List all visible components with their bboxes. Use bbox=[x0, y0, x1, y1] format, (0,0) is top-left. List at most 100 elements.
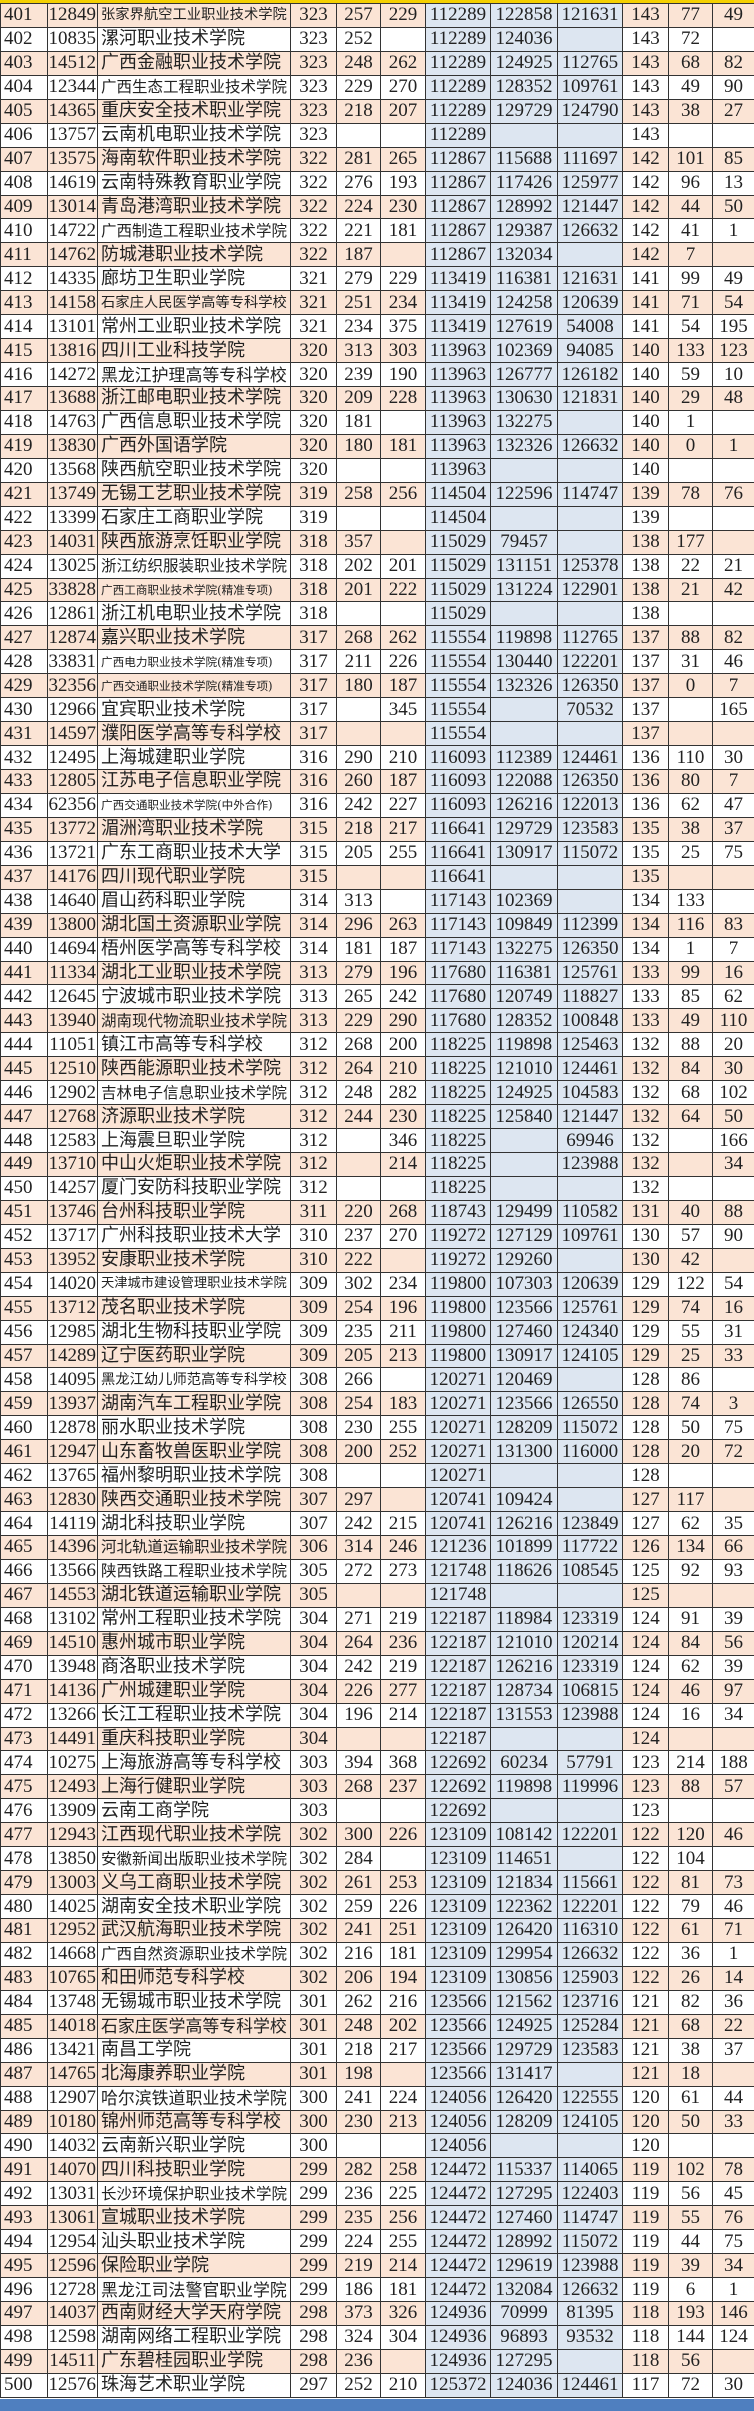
diff-cell: 130 bbox=[622, 1223, 669, 1249]
score-2-cell: 394 bbox=[336, 1750, 381, 1776]
position-3-cell bbox=[557, 721, 623, 747]
rank-cell: 409 bbox=[0, 194, 48, 220]
rank-cell: 405 bbox=[0, 98, 48, 124]
diff-cell: 132 bbox=[622, 1032, 669, 1058]
position-3-cell bbox=[557, 1175, 623, 1201]
position-2-cell bbox=[490, 457, 558, 483]
position-cell: 116641 bbox=[425, 816, 491, 842]
diff-cell: 142 bbox=[622, 242, 669, 268]
diff-3-cell: 82 bbox=[712, 625, 754, 651]
code-cell: 14511 bbox=[47, 2348, 98, 2374]
position-cell: 115029 bbox=[425, 577, 491, 603]
score-2-cell: 235 bbox=[336, 2205, 381, 2231]
code-cell: 62356 bbox=[47, 792, 98, 818]
diff-cell: 118 bbox=[622, 2301, 669, 2326]
table-row: 498 12598 湖南网络工程职业学院 298 324 304 124936 96893 93… bbox=[0, 2324, 754, 2350]
diff-cell: 126 bbox=[622, 1535, 669, 1560]
diff-3-cell: 62 bbox=[712, 984, 754, 1010]
score-cell: 312 bbox=[290, 1128, 337, 1153]
diff-2-cell: 64 bbox=[668, 1104, 713, 1130]
diff-3-cell: 22 bbox=[712, 2013, 754, 2039]
diff-2-cell bbox=[668, 122, 713, 148]
diff-cell: 119 bbox=[622, 2181, 669, 2207]
code-cell: 14018 bbox=[47, 2013, 98, 2039]
code-cell: 12907 bbox=[47, 2085, 98, 2111]
table-row: 430 12966 宜宾职业技术学院 317 345 115554 70532 137 165 bbox=[0, 697, 754, 723]
score-3-cell bbox=[380, 242, 426, 268]
diff-cell: 136 bbox=[622, 745, 669, 770]
rank-cell: 446 bbox=[0, 1080, 48, 1106]
rank-cell: 406 bbox=[0, 122, 48, 148]
position-cell: 124472 bbox=[425, 2205, 491, 2231]
school-name-cell: 四川工业科技学院 bbox=[97, 338, 291, 364]
score-cell: 322 bbox=[290, 170, 337, 196]
position-2-cell: 117426 bbox=[490, 170, 558, 196]
code-cell: 14510 bbox=[47, 1630, 98, 1656]
code-cell: 14365 bbox=[47, 98, 98, 124]
rank-cell: 474 bbox=[0, 1750, 48, 1776]
score-cell: 309 bbox=[290, 1271, 337, 1297]
rank-cell: 428 bbox=[0, 649, 48, 675]
score-3-cell bbox=[380, 2133, 426, 2159]
position-cell: 116093 bbox=[425, 792, 491, 818]
code-cell: 14763 bbox=[47, 409, 98, 435]
score-3-cell: 326 bbox=[380, 2301, 426, 2326]
position-2-cell: 124925 bbox=[490, 1080, 558, 1106]
position-2-cell: 129954 bbox=[490, 1941, 558, 1967]
table-row: 434 62356 广西交通职业技术学院(中外合作) 316 242 227 116093 1… bbox=[0, 792, 754, 818]
score-2-cell: 224 bbox=[336, 194, 381, 220]
score-2-cell: 268 bbox=[336, 1774, 381, 1800]
diff-cell: 125 bbox=[622, 1558, 669, 1584]
score-cell: 302 bbox=[290, 1846, 337, 1872]
rank-cell: 484 bbox=[0, 1989, 48, 2015]
table-row: 450 14257 厦门安防科技职业学院 312 118225 132 bbox=[0, 1175, 754, 1201]
score-2-cell: 230 bbox=[336, 1415, 381, 1441]
diff-2-cell: 134 bbox=[668, 1535, 713, 1560]
diff-3-cell: 49 bbox=[712, 266, 754, 292]
score-2-cell bbox=[336, 697, 381, 723]
score-2-cell: 181 bbox=[336, 936, 381, 962]
position-2-cell: 129729 bbox=[490, 98, 558, 124]
score-3-cell: 225 bbox=[380, 2181, 426, 2207]
position-3-cell bbox=[557, 122, 623, 148]
score-cell: 320 bbox=[290, 457, 337, 483]
school-name-cell: 珠海艺术职业学院 bbox=[97, 2372, 291, 2398]
table-row: 453 13952 安康职业技术学院 310 222 119272 129260 130 42 bbox=[0, 1247, 754, 1273]
score-3-cell: 268 bbox=[380, 1199, 426, 1225]
position-2-cell: 115337 bbox=[490, 2157, 558, 2183]
rank-cell: 468 bbox=[0, 1606, 48, 1632]
school-name-cell: 广西信息职业技术学院 bbox=[97, 409, 291, 435]
diff-3-cell: 90 bbox=[712, 1223, 754, 1249]
diff-cell: 120 bbox=[622, 2133, 669, 2159]
table-row: 496 12728 黑龙江司法警官职业学院 299 186 181 124472 132084… bbox=[0, 2277, 754, 2302]
rank-cell: 462 bbox=[0, 1463, 48, 1489]
position-3-cell: 121631 bbox=[557, 3, 623, 28]
code-cell: 13721 bbox=[47, 840, 98, 866]
code-cell: 13266 bbox=[47, 1702, 98, 1728]
school-name-cell: 西南财经大学天府学院 bbox=[97, 2301, 291, 2326]
position-cell: 120271 bbox=[425, 1391, 491, 1417]
score-cell: 322 bbox=[290, 194, 337, 220]
rank-cell: 425 bbox=[0, 577, 48, 603]
score-2-cell: 264 bbox=[336, 1630, 381, 1656]
diff-cell: 124 bbox=[622, 1678, 669, 1704]
diff-2-cell: 133 bbox=[668, 338, 713, 364]
position-2-cell: 130917 bbox=[490, 840, 558, 866]
diff-3-cell: 46 bbox=[712, 1822, 754, 1848]
table-row: 431 14597 濮阳医学高等专科学校 317 115554 137 bbox=[0, 721, 754, 747]
table-row: 480 14025 湖南安全技术职业学院 302 259 226 123109 122362 1… bbox=[0, 1894, 754, 1919]
score-2-cell: 229 bbox=[336, 74, 381, 100]
position-2-cell bbox=[490, 1175, 558, 1201]
position-3-cell bbox=[557, 1798, 623, 1824]
position-2-cell: 122362 bbox=[490, 1894, 558, 1919]
position-3-cell: 125284 bbox=[557, 2013, 623, 2039]
code-cell: 10275 bbox=[47, 1750, 98, 1776]
diff-3-cell: 39 bbox=[712, 1606, 754, 1632]
code-cell: 12902 bbox=[47, 1080, 98, 1106]
score-2-cell: 211 bbox=[336, 649, 381, 675]
diff-3-cell: 85 bbox=[712, 146, 754, 172]
table-row: 454 14020 天津城市建设管理职业技术学院 309 302 234 119800 107… bbox=[0, 1271, 754, 1297]
position-3-cell bbox=[557, 2348, 623, 2374]
position-2-cell: 132326 bbox=[490, 433, 558, 459]
score-2-cell: 268 bbox=[336, 625, 381, 651]
